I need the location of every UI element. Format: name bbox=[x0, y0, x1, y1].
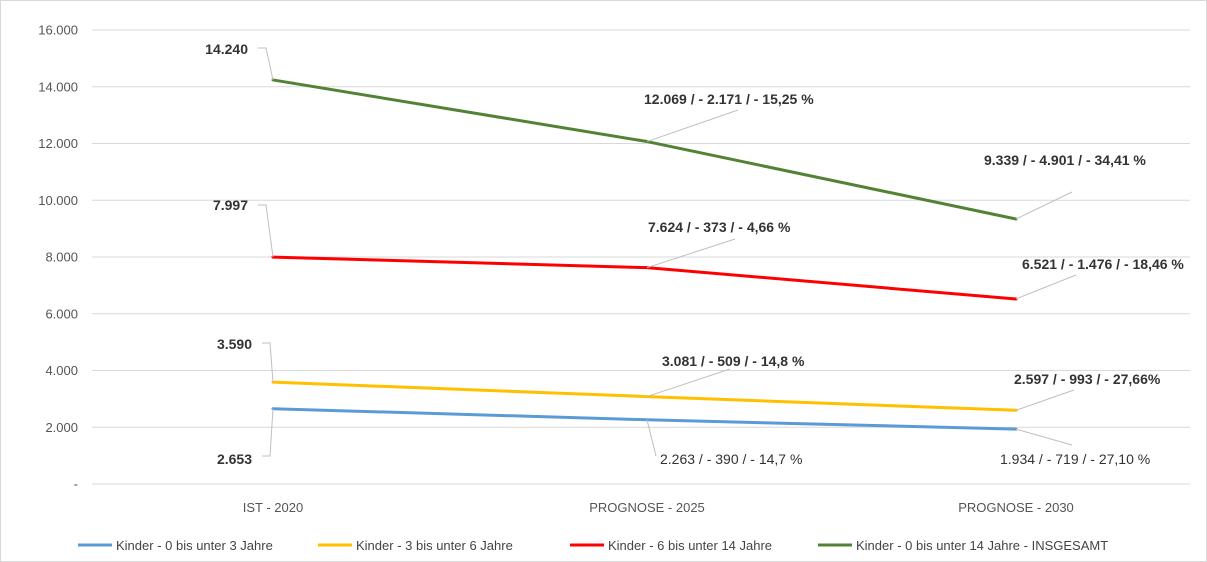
leader-line bbox=[1015, 389, 1075, 411]
data-label: 1.934 / - 719 / - 27,10 % bbox=[1000, 451, 1150, 467]
data-label: 14.240 bbox=[205, 41, 248, 57]
leader-line bbox=[646, 368, 731, 398]
data-label: 3.081 / - 509 / - 14,8 % bbox=[662, 353, 805, 369]
data-label: 6.521 / - 1.476 / - 18,46 % bbox=[1022, 256, 1184, 272]
data-label: 7.624 / - 373 / - 4,66 % bbox=[648, 219, 791, 235]
legend-label: Kinder - 0 bis unter 3 Jahre bbox=[116, 538, 273, 553]
leader-line bbox=[262, 342, 274, 383]
x-tick-label: PROGNOSE - 2025 bbox=[589, 500, 705, 515]
leader-line bbox=[1015, 428, 1073, 446]
leader-line bbox=[1015, 191, 1073, 220]
data-label: 3.590 bbox=[217, 336, 252, 352]
legend-label: Kinder - 6 bis unter 14 Jahre bbox=[608, 538, 772, 553]
data-label: 2.653 bbox=[217, 451, 252, 467]
leader-line bbox=[258, 47, 274, 81]
legend-label: Kinder - 3 bis unter 6 Jahre bbox=[356, 538, 513, 553]
y-tick-label: 2.000 bbox=[45, 420, 78, 435]
y-tick-label: 12.000 bbox=[38, 136, 78, 151]
leader-line bbox=[646, 419, 657, 457]
y-tick-label: 8.000 bbox=[45, 250, 78, 265]
x-tick-label: IST - 2020 bbox=[243, 500, 303, 515]
leader-line bbox=[646, 238, 736, 269]
y-tick-label: 4.000 bbox=[45, 363, 78, 378]
y-tick-label: 16.000 bbox=[38, 23, 78, 38]
leader-line bbox=[1015, 274, 1077, 300]
data-label: 12.069 / - 2.171 / - 15,25 % bbox=[644, 91, 814, 107]
leader-line bbox=[258, 204, 274, 258]
x-tick-label: PROGNOSE - 2030 bbox=[958, 500, 1074, 515]
data-labels: 2.653 2.263 / - 390 / - 14,7 % 1.934 / - 7… bbox=[205, 41, 1184, 467]
data-label: 2.597 / - 993 / - 27,66% bbox=[1014, 371, 1161, 387]
data-label: 9.339 / - 4.901 / - 34,41 % bbox=[984, 152, 1146, 168]
y-axis: - 2.000 4.000 6.000 8.000 10.000 12.000 14.000 1… bbox=[38, 23, 78, 492]
leader-line bbox=[262, 408, 274, 457]
y-tick-label: 10.000 bbox=[38, 193, 78, 208]
data-label: 7.997 bbox=[213, 197, 248, 213]
y-tick-label: 6.000 bbox=[45, 306, 78, 321]
leader-line bbox=[646, 109, 739, 143]
y-tick-label: - bbox=[74, 477, 78, 492]
legend-label: Kinder - 0 bis unter 14 Jahre - INSGESAM… bbox=[856, 538, 1108, 553]
legend: Kinder - 0 bis unter 3 Jahre Kinder - 3 b… bbox=[78, 538, 1108, 553]
y-tick-label: 14.000 bbox=[38, 79, 78, 94]
data-label: 2.263 / - 390 / - 14,7 % bbox=[660, 451, 802, 467]
x-axis: IST - 2020 PROGNOSE - 2025 PROGNOSE - 2030 bbox=[243, 500, 1074, 515]
